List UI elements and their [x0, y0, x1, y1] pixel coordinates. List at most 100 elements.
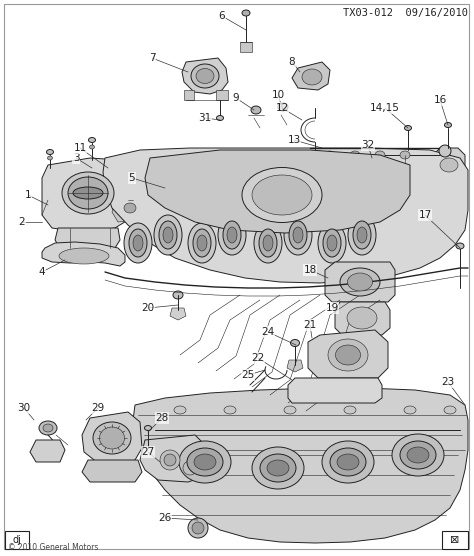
Ellipse shape: [357, 227, 367, 243]
Circle shape: [192, 522, 204, 534]
Ellipse shape: [242, 10, 250, 16]
Polygon shape: [155, 182, 175, 194]
Ellipse shape: [223, 221, 241, 249]
Polygon shape: [133, 388, 468, 543]
Text: 13: 13: [287, 135, 301, 145]
Polygon shape: [112, 195, 140, 222]
Ellipse shape: [400, 441, 436, 469]
Circle shape: [183, 461, 197, 475]
Polygon shape: [400, 150, 416, 162]
Ellipse shape: [444, 406, 456, 414]
Text: 2: 2: [18, 217, 25, 227]
Polygon shape: [55, 228, 120, 248]
Ellipse shape: [197, 235, 207, 251]
Text: 25: 25: [241, 370, 255, 380]
Ellipse shape: [43, 424, 53, 432]
Ellipse shape: [263, 235, 273, 251]
Polygon shape: [42, 158, 133, 232]
Polygon shape: [433, 148, 465, 182]
Polygon shape: [292, 62, 330, 90]
Text: 17: 17: [419, 210, 432, 220]
Ellipse shape: [174, 406, 186, 414]
Ellipse shape: [100, 427, 125, 449]
Ellipse shape: [328, 339, 368, 371]
Ellipse shape: [330, 448, 366, 476]
Ellipse shape: [59, 248, 109, 264]
Ellipse shape: [456, 243, 464, 249]
Text: 12: 12: [275, 103, 289, 113]
Ellipse shape: [284, 215, 312, 255]
Ellipse shape: [327, 235, 337, 251]
Ellipse shape: [62, 172, 114, 214]
Ellipse shape: [400, 151, 410, 159]
Text: 26: 26: [158, 513, 172, 523]
Ellipse shape: [217, 116, 224, 121]
Ellipse shape: [289, 221, 307, 249]
Ellipse shape: [353, 221, 371, 249]
Ellipse shape: [90, 145, 94, 149]
Polygon shape: [170, 308, 186, 320]
Ellipse shape: [163, 227, 173, 243]
Text: 30: 30: [18, 403, 30, 413]
Text: 6: 6: [219, 11, 225, 21]
Ellipse shape: [440, 158, 458, 172]
Ellipse shape: [318, 223, 346, 263]
Ellipse shape: [68, 177, 108, 209]
Polygon shape: [145, 150, 410, 233]
Ellipse shape: [392, 434, 444, 476]
Circle shape: [164, 454, 176, 466]
Text: 27: 27: [141, 447, 155, 457]
Ellipse shape: [267, 460, 289, 476]
Ellipse shape: [145, 425, 152, 430]
Ellipse shape: [194, 454, 216, 470]
Ellipse shape: [340, 268, 380, 296]
Ellipse shape: [375, 151, 385, 159]
Ellipse shape: [242, 167, 322, 222]
Ellipse shape: [284, 406, 296, 414]
Polygon shape: [103, 148, 468, 283]
Ellipse shape: [179, 441, 231, 483]
Text: 29: 29: [91, 403, 105, 413]
Text: 5: 5: [128, 173, 135, 183]
Ellipse shape: [73, 187, 103, 199]
Ellipse shape: [350, 151, 360, 159]
Ellipse shape: [259, 229, 277, 257]
Ellipse shape: [218, 215, 246, 255]
Ellipse shape: [187, 448, 223, 476]
Ellipse shape: [325, 151, 335, 159]
Text: 20: 20: [141, 303, 155, 313]
FancyBboxPatch shape: [5, 531, 29, 549]
Polygon shape: [184, 90, 194, 100]
Text: ⊠: ⊠: [450, 535, 460, 545]
Ellipse shape: [251, 106, 261, 114]
Polygon shape: [288, 378, 382, 403]
Polygon shape: [325, 262, 395, 302]
FancyBboxPatch shape: [442, 531, 468, 549]
Text: 11: 11: [73, 143, 87, 153]
Text: 1: 1: [25, 190, 31, 200]
Text: 28: 28: [155, 413, 169, 423]
Ellipse shape: [252, 447, 304, 489]
Ellipse shape: [404, 406, 416, 414]
Circle shape: [188, 518, 208, 538]
Ellipse shape: [196, 68, 214, 83]
Ellipse shape: [445, 122, 452, 127]
Text: 3: 3: [73, 153, 79, 163]
Text: 16: 16: [433, 95, 447, 105]
Ellipse shape: [162, 160, 168, 165]
Text: 14,15: 14,15: [370, 103, 400, 113]
Ellipse shape: [252, 175, 312, 215]
Ellipse shape: [89, 137, 95, 142]
Polygon shape: [308, 330, 388, 378]
Text: 7: 7: [149, 53, 155, 63]
Ellipse shape: [191, 64, 219, 88]
Ellipse shape: [154, 215, 182, 255]
Polygon shape: [82, 460, 142, 482]
Polygon shape: [352, 155, 390, 180]
Ellipse shape: [124, 223, 152, 263]
Text: 10: 10: [272, 90, 284, 100]
Ellipse shape: [188, 223, 216, 263]
Text: dj: dj: [13, 535, 21, 545]
Ellipse shape: [224, 406, 236, 414]
Ellipse shape: [47, 156, 53, 160]
